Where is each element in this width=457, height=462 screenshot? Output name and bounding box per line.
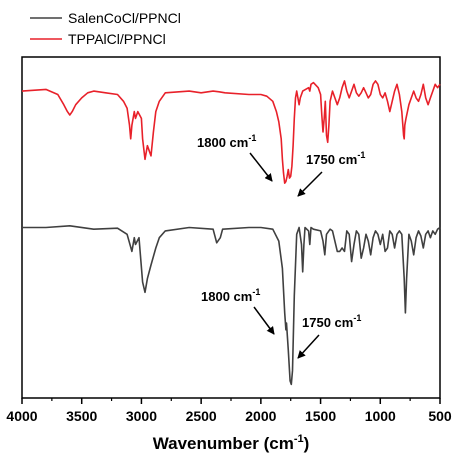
annotation-label-1750-lower: 1750 cm-1 (302, 313, 361, 330)
annotation-1750-lower: 1750 cm-1 (297, 313, 361, 359)
x-tick-label-2000: 2000 (245, 408, 276, 424)
legend-label-salencocl: SalenCoCl/PPNCl (68, 10, 181, 26)
x-axis-ticks: 4000 3500 3000 2500 2000 1500 1000 500 (6, 398, 452, 424)
annotation-arrow-1800-lower (253, 306, 275, 335)
series-line-salencocl (22, 225, 441, 386)
x-tick-label-3500: 3500 (66, 408, 97, 424)
x-tick-label-3000: 3000 (126, 408, 157, 424)
x-tick-label-4000: 4000 (6, 408, 37, 424)
legend-label-tppalcl: TPPAlCl/PPNCl (68, 31, 166, 47)
annotation-label-1800-upper: 1800 cm-1 (197, 133, 256, 150)
x-tick-label-500: 500 (428, 408, 452, 424)
annotation-arrow-1800-upper (249, 152, 273, 182)
annotation-1800-upper: 1800 cm-1 (197, 133, 273, 182)
annotation-1800-lower: 1800 cm-1 (201, 287, 275, 335)
annotation-1750-upper: 1750 cm-1 (297, 150, 365, 197)
annotation-arrow-1750-upper (297, 171, 323, 197)
annotation-label-1750-upper: 1750 cm-1 (306, 150, 365, 167)
annotation-arrow-1750-lower (297, 334, 320, 359)
series-group (21, 80, 441, 386)
annotation-label-1800-lower: 1800 cm-1 (201, 287, 260, 304)
x-tick-label-1000: 1000 (365, 408, 396, 424)
series-line-tppalcl (21, 80, 441, 184)
x-tick-label-1500: 1500 (305, 408, 336, 424)
x-axis-title: Wavenumber (cm-1) (153, 433, 310, 453)
x-tick-label-2500: 2500 (186, 408, 217, 424)
legend: SalenCoCl/PPNCl TPPAlCl/PPNCl (30, 10, 181, 47)
